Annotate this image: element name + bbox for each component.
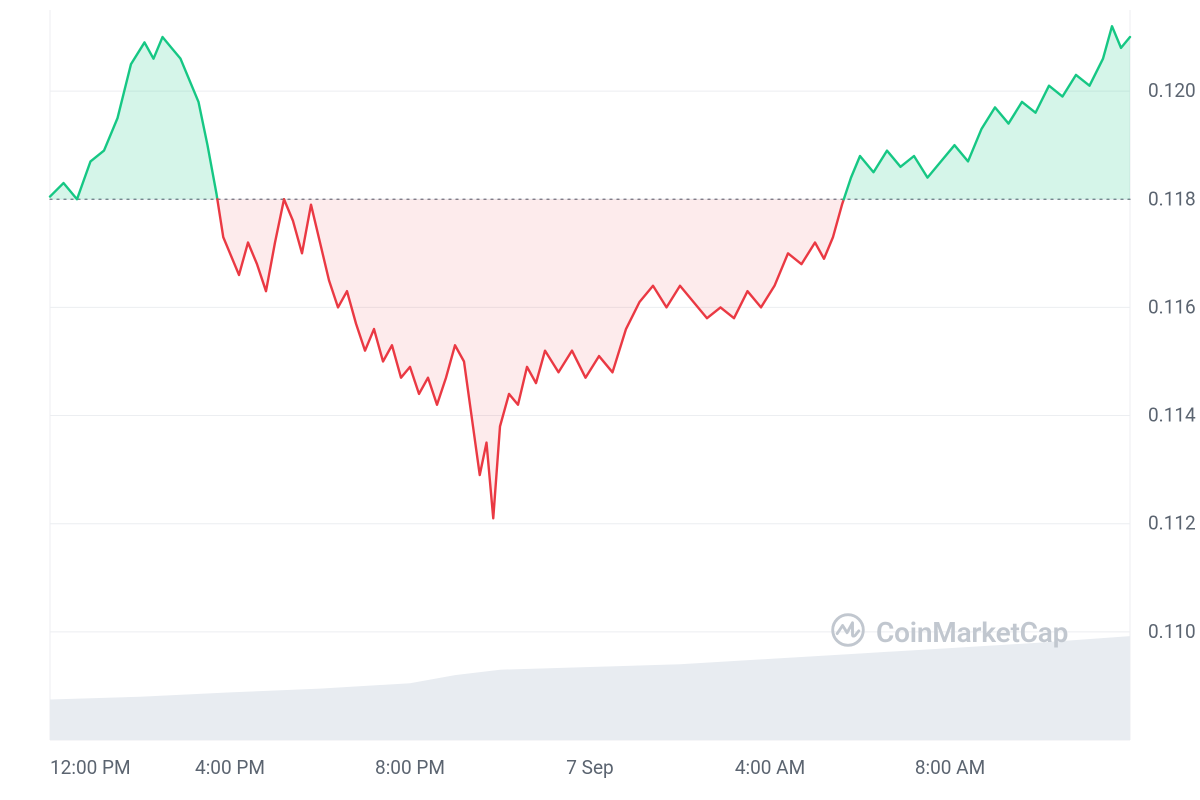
y-tick-label: 0.110 [1148,620,1196,643]
y-tick-label: 0.114 [1148,404,1196,427]
chart-svg: 0.110 0.112 0.114 0.116 0.118 0.120 12:00 PM 4:… [0,0,1200,800]
x-tick-label: 7 Sep [566,756,613,779]
x-tick-label: 12:00 PM [50,756,131,779]
y-tick-label: 0.116 [1148,295,1196,318]
x-tick-label: 8:00 AM [915,756,985,779]
x-tick-label: 4:00 PM [195,756,265,779]
y-tick-label: 0.118 [1148,187,1196,210]
price-chart: 0.110 0.112 0.114 0.116 0.118 0.120 12:00 PM 4:… [0,0,1200,800]
x-tick-label: 8:00 PM [375,756,445,779]
y-tick-label: 0.112 [1148,512,1196,535]
x-tick-label: 4:00 AM [735,756,805,779]
y-tick-label: 0.120 [1148,79,1196,102]
